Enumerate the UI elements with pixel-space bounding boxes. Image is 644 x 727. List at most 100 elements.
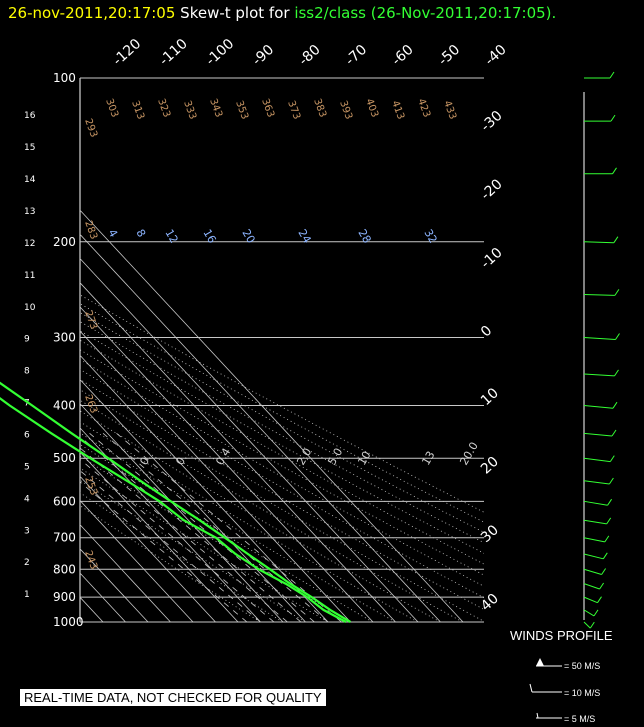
isotherm [0,78,36,622]
height-tick-11: 11 [24,271,35,281]
dry-adiabat [80,479,306,622]
dry-adiabat [80,321,484,544]
temp-tick-right-30: 30 [478,522,502,546]
wind-barb [583,568,602,575]
height-tick-12: 12 [24,239,35,249]
height-tick-13: 13 [24,207,35,217]
wind-barb-flag [601,568,607,575]
pressure-tick-1000: 1000 [53,615,84,629]
wind-barb-flag [604,535,610,543]
wind-barb [583,373,615,377]
data-source: iss2/class (26-Nov-2011,20:17:05) [294,4,552,22]
height-tick-6: 6 [24,430,30,440]
dry-adiabat [80,378,484,610]
wind-barb [583,596,598,604]
wind-barb-flag [593,609,599,617]
timestamp: 26-nov-2011,20:17:05 [8,4,176,22]
isotherm [0,78,13,622]
wind-barb [583,337,616,340]
mixing-ratio-label-12: 12 [162,227,180,246]
wind-legend-10: = 10 M/S [564,688,601,698]
height-tick-8: 8 [24,367,30,377]
theta-label-363: 363 [259,97,276,119]
height-tick-2: 2 [24,558,30,568]
mixing-ratio-line [116,433,342,622]
theta-label-333: 333 [181,99,198,121]
wind-barb-flag [608,477,614,485]
isotherm [80,306,374,622]
wind-legend-50: = 50 M/S [564,661,601,671]
theta-label-403: 403 [363,97,380,119]
wind-barb [583,293,615,296]
profile-dewpoint [0,397,347,623]
isotherm [80,451,239,622]
theta-label-303: 303 [103,97,120,119]
theta-label-423: 423 [415,97,432,119]
theta-label-273: 273 [82,309,99,331]
pressure-tick-900: 900 [53,590,76,604]
profile-temperature [0,381,352,623]
wind-barb [583,621,591,629]
lower-line-label: 10 [355,449,373,468]
wind-barb-flag [610,114,616,122]
mixing-ratio-label-20: 20 [239,227,257,246]
dry-adiabat [80,467,328,622]
wind-barb [583,500,608,506]
mixing-ratio-line [89,433,315,622]
wind-barb-flag [614,289,620,296]
isotherm [80,524,171,622]
isotherm [80,596,104,622]
temp-tick-top--80: -80 [296,42,324,69]
wind-legend-10-tick [529,683,533,693]
wind-barb-flag [609,455,615,462]
dry-adiabat [80,330,484,554]
pressure-tick-700: 700 [53,531,76,545]
temp-tick-top--100: -100 [203,36,237,69]
theta-label-353: 353 [233,99,250,121]
temp-tick-right--30: -30 [478,108,506,135]
lower-line-label: 5.0 [325,446,345,468]
dry-adiabat [80,421,418,622]
page-title: 26-nov-2011,20:17:05 Skew-t plot for iss… [8,4,556,22]
height-tick-7: 7 [24,399,30,409]
theta-label-243: 243 [82,549,99,571]
isotherm [80,378,306,622]
wind-barb [583,480,610,485]
wind-legend-5: = 5 M/S [564,714,596,724]
temp-tick-top--40: -40 [482,42,510,69]
height-tick-15: 15 [24,143,35,153]
title-period: . [551,4,557,22]
wind-barb [583,241,614,244]
wind-barb [583,537,605,543]
wind-barb-flag [613,236,619,243]
temp-tick-right--10: -10 [478,245,506,272]
wind-barb-flag [589,621,595,629]
lower-line-label: 2.0 [294,446,314,468]
lower-line-label: 20.0 [457,440,481,468]
mixing-ratio-label-16: 16 [200,227,218,246]
pressure-tick-500: 500 [53,451,76,465]
theta-label-413: 413 [389,99,406,121]
wind-barb [583,405,614,409]
pressure-tick-200: 200 [53,235,76,249]
theta-label-313: 313 [129,99,146,121]
mixing-ratio-line [80,481,248,622]
isotherm [80,233,441,622]
pressure-tick-800: 800 [53,562,76,576]
theta-label-433: 433 [441,99,458,121]
wind-legend-5-tick [536,712,539,719]
theta-label-383: 383 [311,97,328,119]
temp-tick-right-20: 20 [478,454,502,478]
isotherm [80,499,194,622]
wind-barb [583,457,611,463]
isotherm [80,257,419,622]
dry-adiabat [80,339,484,565]
wind-barb-flag [602,552,608,560]
temp-tick-top--70: -70 [342,42,370,69]
wind-barb-flag [597,596,602,603]
pressure-tick-600: 600 [53,494,76,508]
dry-adiabat [80,303,484,523]
temp-tick-top--110: -110 [156,36,190,69]
theta-label-263: 263 [82,393,99,415]
